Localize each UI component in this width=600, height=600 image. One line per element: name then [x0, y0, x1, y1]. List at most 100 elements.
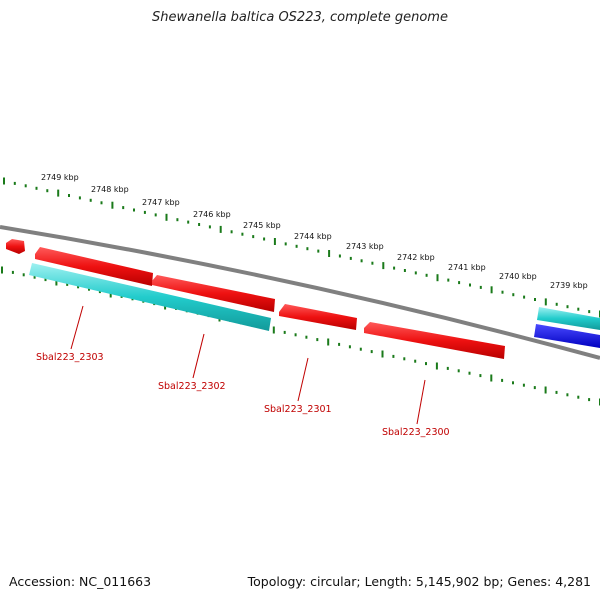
- major-tick: [1, 266, 3, 274]
- minor-tick: [294, 333, 297, 337]
- minor-tick: [208, 225, 211, 229]
- minor-tick: [98, 290, 101, 294]
- minor-tick: [533, 386, 536, 390]
- gene-label[interactable]: Sbal223_2303: [36, 352, 104, 363]
- minor-tick: [479, 374, 482, 378]
- minor-tick: [501, 290, 504, 294]
- scale-label: 2741 kbp: [448, 263, 486, 272]
- minor-tick: [283, 330, 286, 334]
- minor-tick: [457, 369, 460, 373]
- minor-tick: [414, 359, 417, 363]
- gene-label-leader: [297, 357, 309, 402]
- major-tick: [490, 374, 493, 382]
- map-title: Shewanella baltica OS223, complete genom…: [152, 10, 448, 25]
- minor-tick: [13, 181, 16, 185]
- minor-tick: [316, 338, 319, 342]
- minor-tick: [370, 350, 373, 354]
- minor-tick: [555, 302, 558, 306]
- minor-tick: [252, 235, 255, 239]
- minor-tick: [566, 305, 569, 309]
- cds-feature[interactable]: [537, 307, 600, 330]
- minor-tick: [523, 295, 526, 299]
- minor-tick: [577, 395, 580, 399]
- minor-tick: [588, 310, 591, 314]
- scale-label: 2743 kbp: [346, 242, 384, 251]
- minor-tick: [534, 298, 536, 301]
- major-tick: [272, 326, 275, 334]
- minor-tick: [176, 218, 179, 222]
- cds-feature[interactable]: [6, 239, 25, 254]
- minor-tick: [577, 307, 580, 311]
- minor-tick: [359, 347, 362, 351]
- cds-feature[interactable]: [29, 263, 271, 331]
- minor-tick: [187, 220, 190, 224]
- scale-label: 2747 kbp: [142, 198, 180, 207]
- minor-tick: [143, 210, 146, 214]
- minor-tick: [305, 335, 308, 339]
- major-tick: [3, 177, 5, 185]
- major-tick: [165, 213, 168, 221]
- minor-tick: [317, 249, 320, 253]
- minor-tick: [403, 269, 406, 272]
- minor-tick: [555, 390, 558, 394]
- minor-tick: [522, 383, 525, 387]
- minor-tick: [78, 196, 81, 200]
- minor-tick: [24, 184, 27, 188]
- major-tick: [327, 338, 330, 346]
- gene-label-leader: [192, 333, 205, 379]
- minor-tick: [241, 232, 244, 236]
- outer-scale-ticks: [3, 177, 600, 318]
- minor-tick: [230, 230, 233, 234]
- minor-tick: [458, 281, 461, 285]
- gene-label-leader: [416, 379, 426, 425]
- minor-tick: [284, 242, 287, 246]
- gene-label[interactable]: Sbal223_2301: [264, 404, 332, 415]
- major-tick: [490, 286, 493, 294]
- minor-tick: [11, 270, 14, 274]
- minor-tick: [46, 189, 49, 193]
- major-tick: [219, 225, 222, 233]
- cds-feature[interactable]: [364, 322, 505, 359]
- cds-feature[interactable]: [534, 324, 600, 348]
- minor-tick: [392, 354, 395, 358]
- minor-tick: [88, 287, 90, 291]
- minor-tick: [295, 244, 298, 248]
- minor-tick: [371, 261, 374, 265]
- minor-tick: [100, 201, 103, 205]
- minor-tick: [133, 208, 135, 212]
- major-tick: [435, 362, 438, 370]
- scale-label: 2742 kbp: [397, 253, 435, 262]
- cds-feature[interactable]: [152, 275, 275, 312]
- minor-tick: [446, 366, 449, 370]
- scale-label: 2749 kbp: [41, 173, 79, 182]
- cds-feature[interactable]: [35, 247, 153, 286]
- gene-label[interactable]: Sbal223_2300: [382, 427, 450, 438]
- scale-label: 2739 kbp: [550, 281, 588, 290]
- minor-tick: [44, 278, 47, 282]
- major-tick: [544, 386, 547, 394]
- scale-label: 2748 kbp: [91, 185, 129, 194]
- minor-tick: [22, 273, 25, 277]
- minor-tick: [566, 393, 569, 397]
- minor-tick: [447, 278, 450, 282]
- minor-tick: [588, 398, 591, 402]
- minor-tick: [512, 381, 514, 385]
- minor-tick: [306, 247, 309, 251]
- minor-tick: [349, 256, 352, 260]
- gene-label[interactable]: Sbal223_2302: [158, 381, 226, 392]
- major-tick: [382, 262, 385, 270]
- minor-tick: [338, 254, 341, 258]
- minor-tick: [479, 285, 482, 289]
- minor-tick: [348, 345, 351, 349]
- gene-label-leader: [70, 305, 84, 350]
- scale-label: 2744 kbp: [294, 232, 332, 241]
- minor-tick: [393, 266, 396, 270]
- scale-label: 2740 kbp: [499, 272, 537, 281]
- major-tick: [328, 250, 331, 257]
- genome-backbone: [0, 225, 600, 360]
- minor-tick: [68, 194, 70, 197]
- scale-label: 2746 kbp: [193, 210, 231, 219]
- cds-feature[interactable]: [279, 304, 357, 330]
- minor-tick: [414, 271, 417, 275]
